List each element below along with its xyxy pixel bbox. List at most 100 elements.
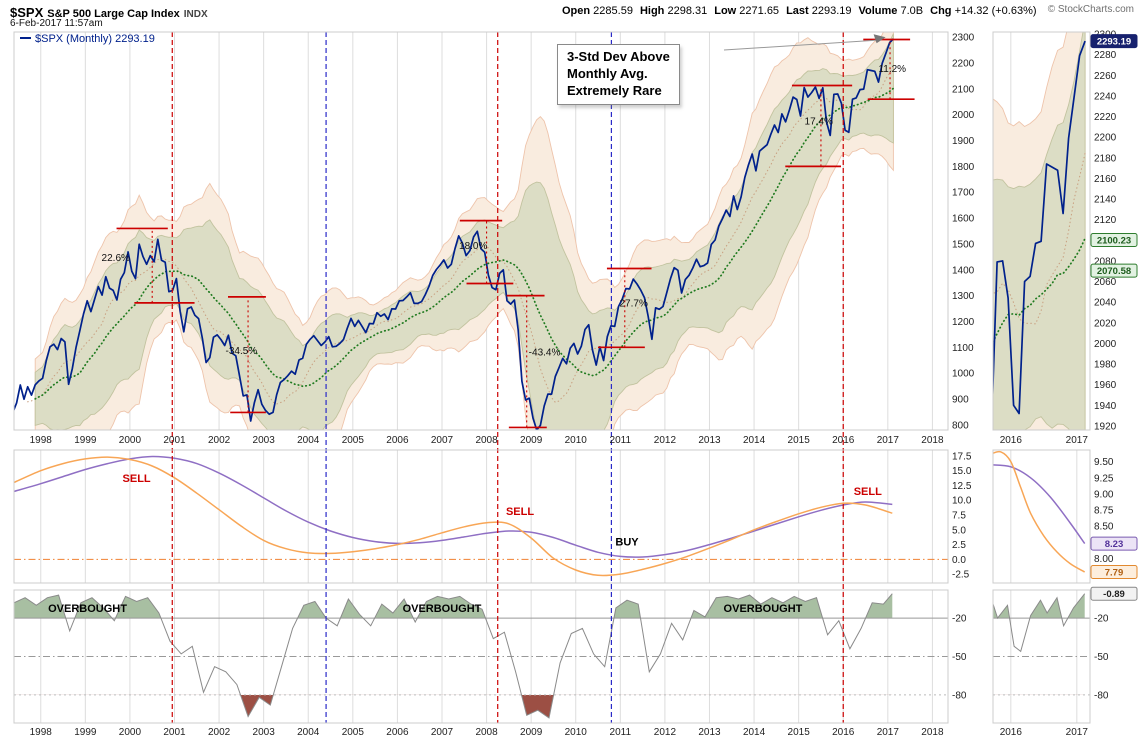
inset-ytick: 1960 bbox=[1094, 380, 1117, 391]
bottom-xtick: 2002 bbox=[208, 727, 231, 738]
signal-label-sell: SELL bbox=[854, 486, 882, 498]
inset-xtick: 2016 bbox=[1000, 435, 1023, 446]
bottom-xtick: 2017 bbox=[877, 727, 900, 738]
monthly-avg-dotted-line bbox=[34, 87, 895, 400]
momentum-ytick: 2.5 bbox=[952, 540, 966, 551]
momentum-line-fast bbox=[14, 456, 893, 577]
price-value-box: 2100.23 bbox=[1090, 233, 1138, 248]
inset-xtick: 2017 bbox=[1066, 435, 1089, 446]
main-ytick: 1400 bbox=[952, 265, 975, 276]
main-ytick: 900 bbox=[952, 394, 969, 405]
main-xtick: 2009 bbox=[520, 435, 543, 446]
signal-label-sell: SELL bbox=[506, 506, 534, 518]
quote-value: +14.32 (+0.63%) bbox=[951, 5, 1037, 17]
overbought-label: OVERBOUGHT bbox=[48, 603, 127, 615]
bottom-xtick: 2000 bbox=[119, 727, 142, 738]
main-ytick: 1000 bbox=[952, 369, 975, 380]
annotation-callout: 3-Std Dev Above Monthly Avg. Extremely R… bbox=[557, 44, 680, 105]
quote-label: High bbox=[639, 5, 665, 17]
legend-label: $SPX (Monthly) 2293.19 bbox=[35, 33, 155, 45]
quote-label: Open bbox=[562, 5, 591, 17]
main-xtick: 2004 bbox=[297, 435, 320, 446]
quote-value: 2285.59 bbox=[590, 5, 633, 17]
quote-value: 2293.19 bbox=[808, 5, 852, 17]
quote-label: Volume bbox=[858, 5, 898, 17]
main-xtick: 2018 bbox=[921, 435, 944, 446]
bottom-xtick: 1999 bbox=[74, 727, 97, 738]
signal-label-sell: SELL bbox=[123, 473, 151, 485]
momentum-line-slow bbox=[14, 455, 893, 558]
overbought-fill bbox=[993, 593, 1085, 619]
bottom-xtick: 2012 bbox=[654, 727, 677, 738]
main-xtick: 2003 bbox=[253, 435, 276, 446]
price-line bbox=[14, 38, 895, 430]
ticker-line: $SPX S&P 500 Large Cap Index INDX bbox=[10, 4, 208, 22]
callout-line-3: Extremely Rare bbox=[567, 83, 662, 98]
main-ytick: 1300 bbox=[952, 291, 975, 302]
inset-ytick: 2080 bbox=[1094, 256, 1117, 267]
bottom-xtick: 2006 bbox=[386, 727, 409, 738]
main-xtick: 2008 bbox=[475, 435, 498, 446]
exchange-label: INDX bbox=[183, 9, 208, 20]
oscillator-line bbox=[14, 593, 893, 719]
momentum-inset-ytick: 9.25 bbox=[1094, 473, 1114, 484]
momentum-inset-ytick: 9.00 bbox=[1094, 489, 1114, 500]
momentum-line-slow bbox=[993, 464, 1086, 545]
inset-ytick: 2280 bbox=[1094, 50, 1117, 61]
inset-ytick: 2000 bbox=[1094, 339, 1117, 350]
main-xtick: 2013 bbox=[698, 435, 721, 446]
inset-ytick: 2260 bbox=[1094, 71, 1117, 82]
momentum-ytick: 12.5 bbox=[952, 481, 972, 492]
oscillator-value-box: -0.89 bbox=[1090, 586, 1138, 601]
oscillator-value-box-text: -0.89 bbox=[1103, 589, 1125, 600]
momentum-value-box: 8.23 bbox=[1090, 536, 1138, 551]
momentum-inset-ytick: 9.50 bbox=[1094, 457, 1114, 468]
measure-percent-label: -34.5% bbox=[226, 346, 258, 357]
momentum-value-box-text: 7.79 bbox=[1105, 568, 1124, 579]
legend: $SPX (Monthly) 2293.19 bbox=[20, 33, 155, 45]
main-xtick: 2011 bbox=[610, 435, 632, 446]
inset-ytick: 2120 bbox=[1094, 215, 1117, 226]
main-ytick: 1900 bbox=[952, 136, 975, 147]
measurement-annotations: 22.6% -34.5% 18.0% -43.4% 27.7% 17.4% 11.2% bbox=[102, 38, 915, 429]
fast-ma-dotted-line bbox=[27, 66, 894, 405]
quote-value: 7.0B bbox=[897, 5, 924, 17]
inset-ytick: 2180 bbox=[1094, 153, 1117, 164]
chart-canvas: 22.6% -34.5% 18.0% -43.4% 27.7% 17.4% 11.2% $SP… bbox=[13, 30, 1138, 738]
measure-percent-label: 18.0% bbox=[459, 241, 487, 252]
main-xtick: 1998 bbox=[30, 435, 53, 446]
callout-line-1: 3-Std Dev Above bbox=[567, 49, 670, 64]
momentum-ytick: 0.0 bbox=[952, 555, 966, 566]
momentum-ytick: 15.0 bbox=[952, 466, 972, 477]
measure-percent-label: 22.6% bbox=[102, 253, 130, 264]
bottom-xtick: 2014 bbox=[743, 727, 766, 738]
quote-label: Low bbox=[714, 5, 737, 17]
overbought-label: OVERBOUGHT bbox=[403, 603, 482, 615]
momentum-ytick: 10.0 bbox=[952, 496, 972, 507]
price-value-box: 2070.58 bbox=[1090, 263, 1138, 278]
bottom-xtick: 2010 bbox=[565, 727, 588, 738]
callout-connector bbox=[723, 34, 886, 51]
index-name: S&P 500 Large Cap Index bbox=[47, 8, 180, 20]
main-xtick: 2006 bbox=[386, 435, 409, 446]
main-ytick: 1200 bbox=[952, 317, 975, 328]
main-xtick: 2012 bbox=[654, 435, 677, 446]
oscillator-panel-border bbox=[13, 589, 949, 724]
chart-header: $SPX S&P 500 Large Cap Index INDX 6-Feb-20… bbox=[0, 0, 1140, 30]
bottom-xtick: 2015 bbox=[788, 727, 811, 738]
price-value-box-text: 2293.19 bbox=[1097, 37, 1131, 48]
main-xtick: 2005 bbox=[342, 435, 365, 446]
bottom-xtick: 2013 bbox=[698, 727, 721, 738]
momentum-ytick: -2.5 bbox=[952, 570, 970, 581]
quote-datetime: 6-Feb-2017 11:57am bbox=[10, 18, 103, 29]
oscillator-line bbox=[993, 593, 1086, 653]
momentum-ytick: 5.0 bbox=[952, 525, 966, 536]
measure-percent-label: 27.7% bbox=[620, 299, 648, 310]
price-value-box: 2293.19 bbox=[1090, 34, 1138, 49]
inset-ytick: 1940 bbox=[1094, 401, 1117, 412]
momentum-ytick: 17.5 bbox=[952, 451, 972, 462]
copyright: © StockCharts.com bbox=[1047, 4, 1134, 15]
main-ytick: 2100 bbox=[952, 84, 975, 95]
inset-ytick: 2140 bbox=[1094, 195, 1117, 206]
